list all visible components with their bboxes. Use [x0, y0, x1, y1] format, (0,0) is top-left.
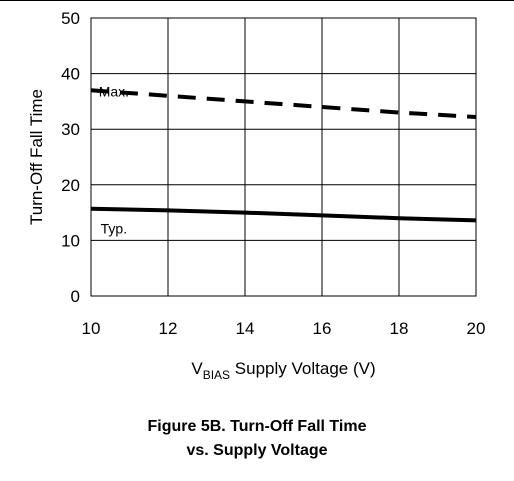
y-tick-label: 10 [61, 231, 80, 250]
series-line-typ [90, 206, 477, 223]
y-tick-label: 0 [71, 287, 80, 306]
x-axis-title-rest: Supply Voltage (V) [230, 359, 376, 378]
grid [90, 17, 477, 297]
figure-caption-line-2: vs. Supply Voltage [186, 442, 328, 459]
y-tick-label: 50 [61, 9, 80, 28]
top-rule [0, 0, 514, 1]
series-label-max: Max. [99, 83, 129, 99]
x-axis-title-v: V [191, 359, 203, 378]
y-tick-label: 20 [61, 176, 80, 195]
plot-frame [90, 17, 477, 297]
x-tick-label: 10 [82, 319, 101, 338]
figure-caption-line-1: Figure 5B. Turn-Off Fall Time [147, 418, 367, 435]
x-tick-label: 18 [390, 319, 409, 338]
series-layer: Max. Typ. [90, 83, 477, 237]
y-tick-label: 30 [61, 120, 80, 139]
y-axis-title: Turn-Off Fall Time [27, 89, 46, 225]
x-axis-title: VBIAS Supply Voltage (V) [191, 359, 375, 382]
series-line-max [90, 88, 477, 119]
x-axis-title-subscript: BIAS [203, 368, 230, 382]
x-tick-label: 16 [313, 319, 332, 338]
x-tick-label: 20 [467, 319, 486, 338]
series-label-typ: Typ. [101, 221, 127, 237]
x-tick-label: 12 [159, 319, 178, 338]
y-tick-label: 40 [61, 65, 80, 84]
x-tick-label: 14 [236, 319, 255, 338]
